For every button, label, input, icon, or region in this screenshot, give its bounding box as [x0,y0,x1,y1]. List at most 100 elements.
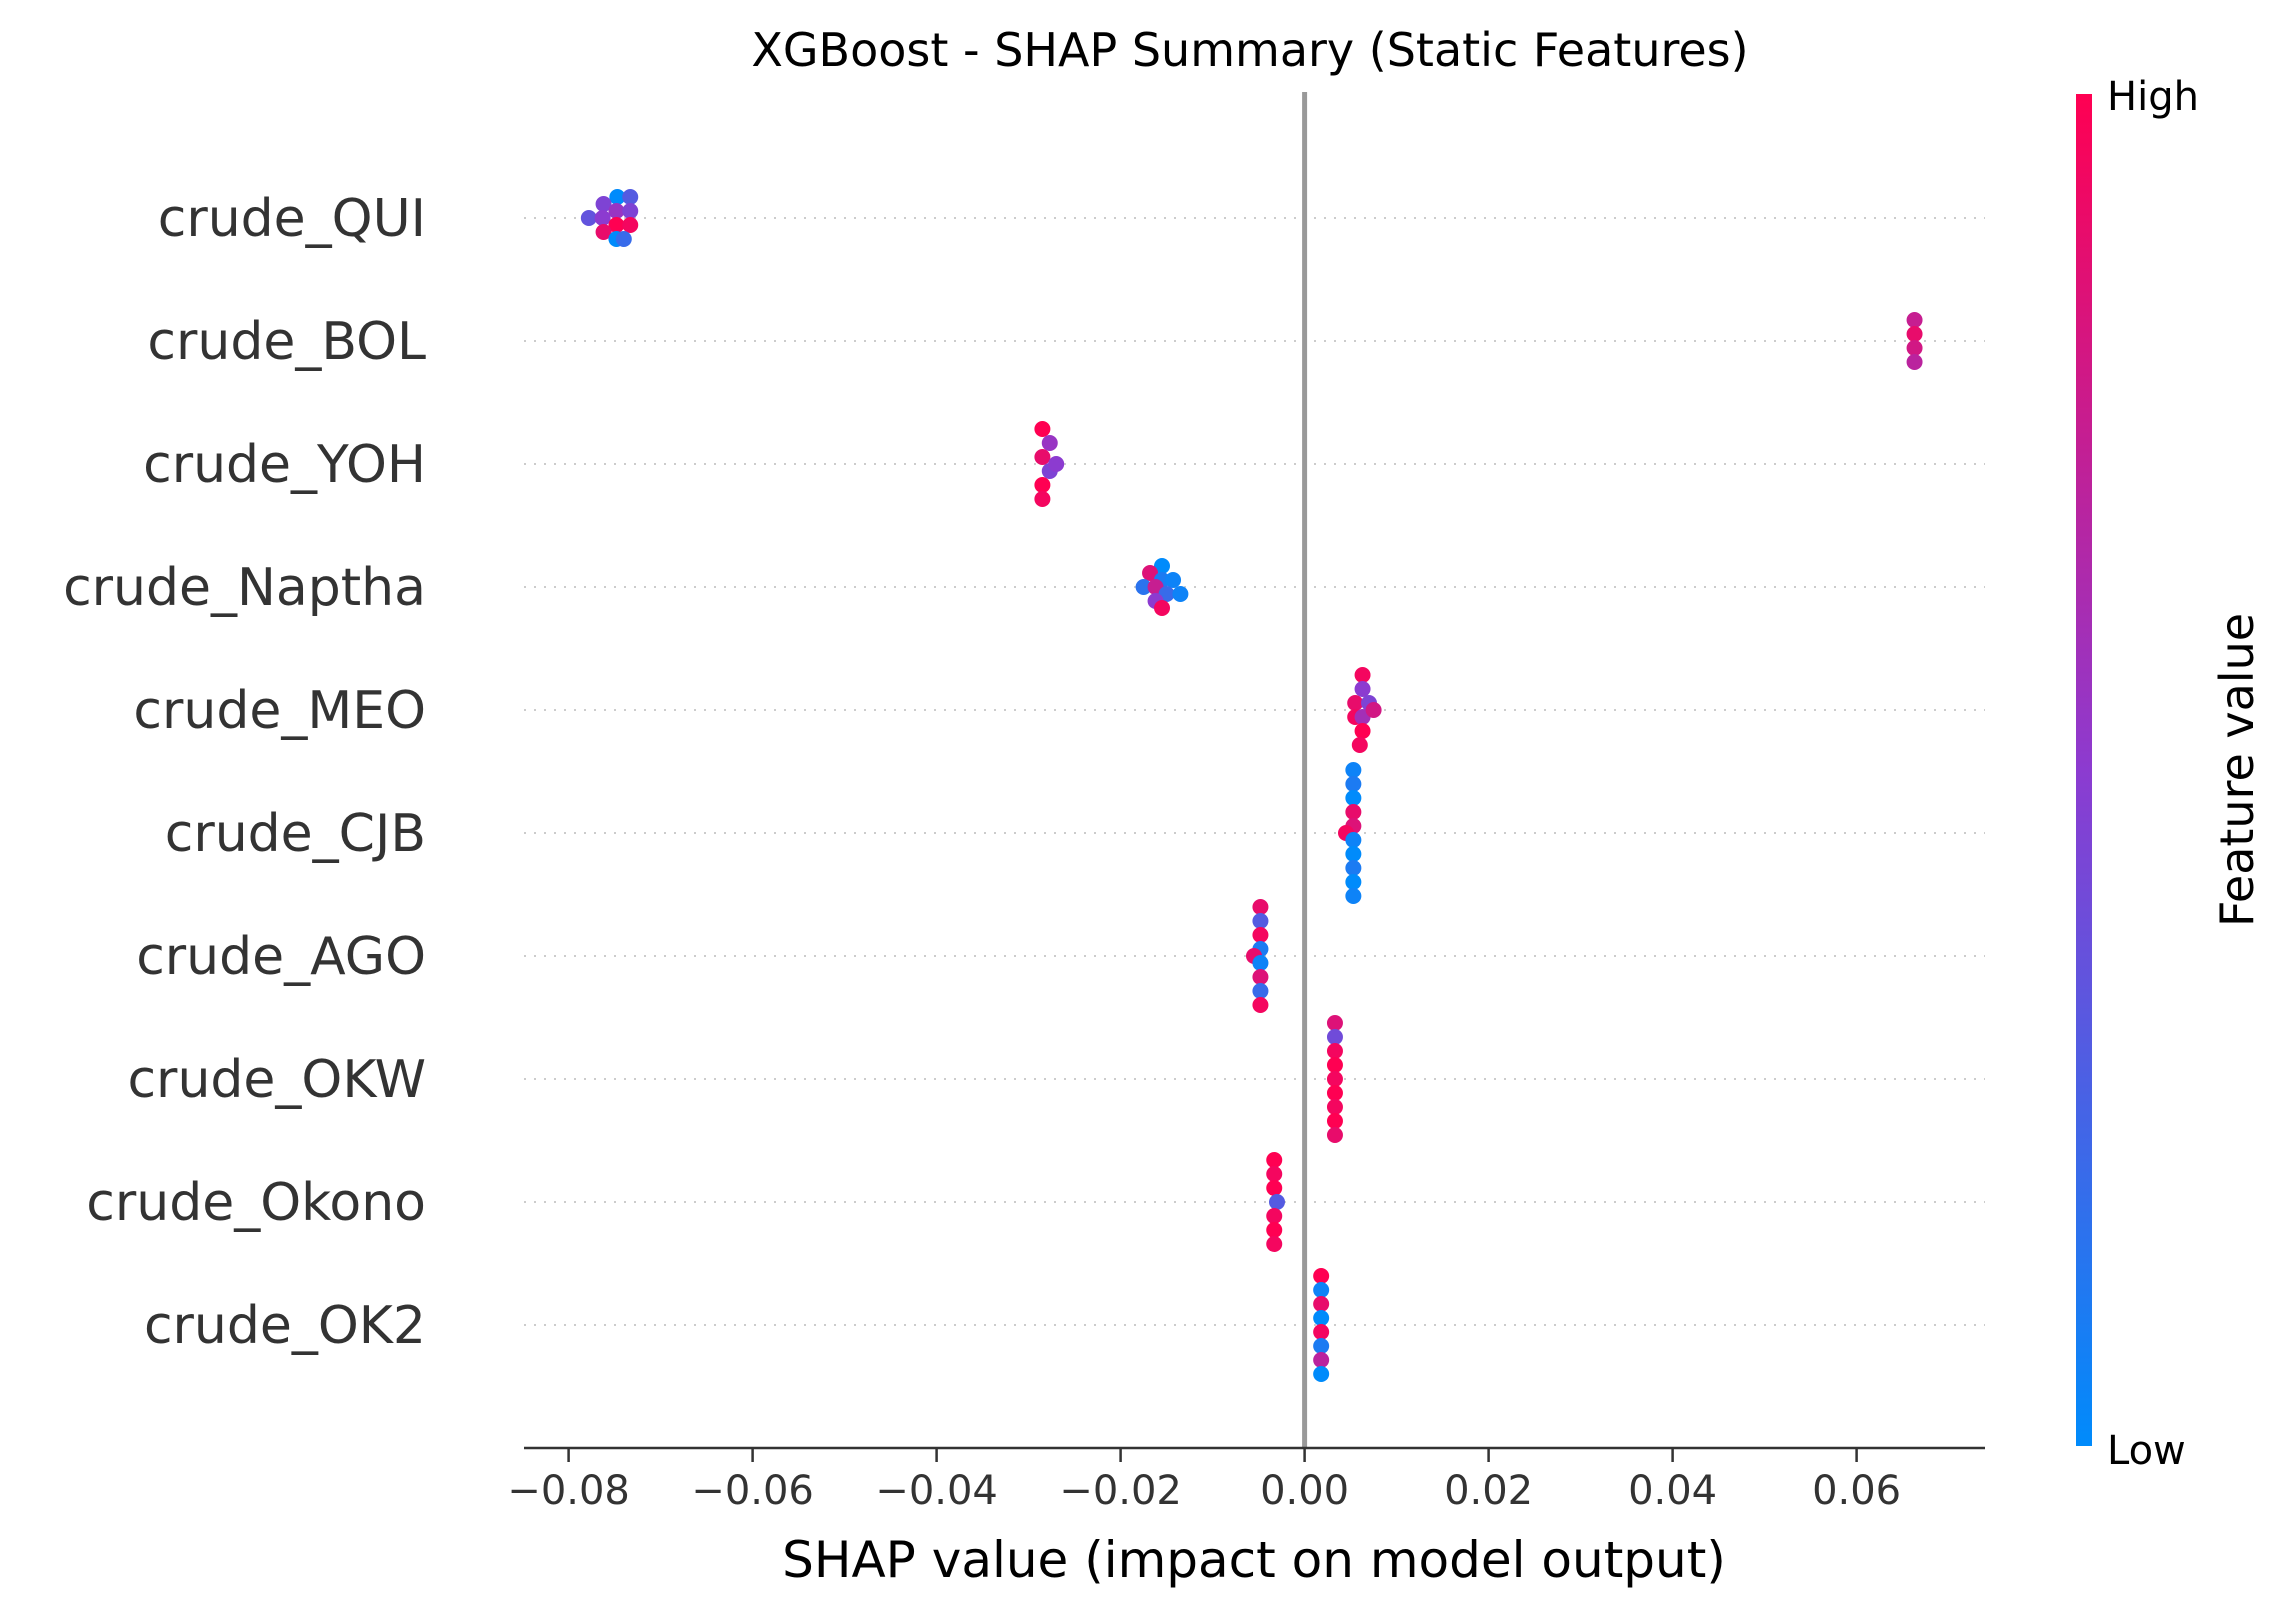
shap-point [1326,1085,1343,1101]
x-axis-ticks: −0.08 −0.06 −0.04 −0.02 0.00 0.02 0.04 0.06 [507,1448,1901,1514]
feature-labels: crude_QUI crude_BOL crude_YOH crude_Napthac… [63,189,426,1356]
shap-point [1266,1152,1283,1168]
feature-label: crude_YOH [143,435,426,495]
shap-point [1135,579,1152,595]
shap-point [1326,1057,1343,1073]
feature-label: crude_Naptha [63,558,426,618]
feature-label: crude_QUI [158,189,426,249]
shap-point [594,210,611,226]
shap-point [1326,1071,1343,1087]
shap-point [622,203,639,219]
shap-points [580,189,1923,1382]
x-tick-label: 0.06 [1812,1468,1901,1514]
shap-point [622,217,639,233]
shap-point [1266,1166,1283,1182]
shap-point [1313,1352,1330,1368]
shap-point [1906,354,1923,370]
x-tick-label: 0.00 [1260,1468,1349,1514]
shap-point [1034,449,1051,465]
shap-point [1252,997,1269,1013]
shap-point [1345,804,1362,820]
shap-point [1266,1222,1283,1238]
shap-point [1906,326,1923,342]
shap-point [1351,737,1368,753]
shap-point [622,189,639,205]
shap-point [1266,1236,1283,1252]
shap-point [1313,1338,1330,1354]
shap-point [1326,1029,1343,1045]
shap-point [1906,340,1923,356]
shap-point [1172,586,1189,602]
shap-point [1041,435,1058,451]
colorbar-high-label: High [2107,74,2199,120]
shap-point [595,224,612,240]
shap-point [1354,723,1371,739]
shap-point [1326,1127,1343,1143]
feature-label: crude_OK2 [144,1296,426,1356]
shap-point [1326,1015,1343,1031]
shap-point [1347,695,1364,711]
shap-point [1034,491,1051,507]
shap-point [1154,558,1170,574]
shap-point [608,203,625,219]
shap-point [1354,681,1371,697]
x-axis-label: SHAP value (impact on model output) [782,1531,1726,1589]
feature-label: crude_AGO [136,927,426,987]
shap-point [1345,776,1362,792]
shap-point [1313,1366,1330,1382]
shap-point [1313,1282,1330,1298]
shap-point [1142,565,1159,581]
shap-point [1313,1296,1330,1312]
shap-point [1326,1099,1343,1115]
shap-point [1345,846,1362,862]
shap-point [595,196,612,212]
shap-point [1313,1310,1330,1326]
shap-point [1252,969,1269,985]
shap-point [1269,1194,1285,1210]
colorbar-title: Feature value [2210,613,2264,927]
shap-point [1906,312,1923,328]
shap-point [608,217,625,233]
shap-point [1252,927,1269,943]
feature-label: crude_Okono [86,1173,426,1233]
shap-point [1345,762,1362,778]
shap-point [1326,1043,1343,1059]
x-tick-label: −0.04 [875,1468,998,1514]
shap-point [1048,456,1065,472]
feature-gridlines [524,217,1985,1326]
x-tick-label: 0.04 [1628,1468,1717,1514]
x-tick-label: −0.02 [1059,1468,1182,1514]
shap-point [615,231,632,247]
shap-point [1154,600,1170,616]
shap-point [1345,874,1362,890]
chart-title: XGBoost - SHAP Summary (Static Features) [751,23,1748,77]
shap-point [1313,1268,1330,1284]
shap-point [1313,1324,1330,1340]
feature-label: crude_CJB [165,804,426,864]
feature-label: crude_OKW [127,1050,426,1110]
colorbar-low-label: Low [2107,1428,2186,1474]
shap-point [1252,913,1269,929]
feature-label: crude_MEO [133,681,426,741]
shap-point [1252,955,1269,971]
x-tick-label: −0.08 [507,1468,630,1514]
shap-point [1252,983,1269,999]
colorbar [2076,94,2092,1446]
shap-point [580,210,597,226]
shap-point [1326,1113,1343,1129]
shap-point [1034,477,1051,493]
shap-point [1365,702,1382,718]
x-tick-label: 0.02 [1444,1468,1533,1514]
feature-label: crude_BOL [147,312,426,372]
shap-point [1345,790,1362,806]
shap-point [1354,667,1371,683]
shap-point [1252,899,1269,915]
shap-point [1266,1180,1283,1196]
shap-point [1345,888,1362,904]
shap-point [1165,572,1182,588]
x-tick-label: −0.06 [691,1468,814,1514]
shap-point [1345,860,1362,876]
shap-point [1345,832,1362,848]
shap-point [609,189,626,205]
